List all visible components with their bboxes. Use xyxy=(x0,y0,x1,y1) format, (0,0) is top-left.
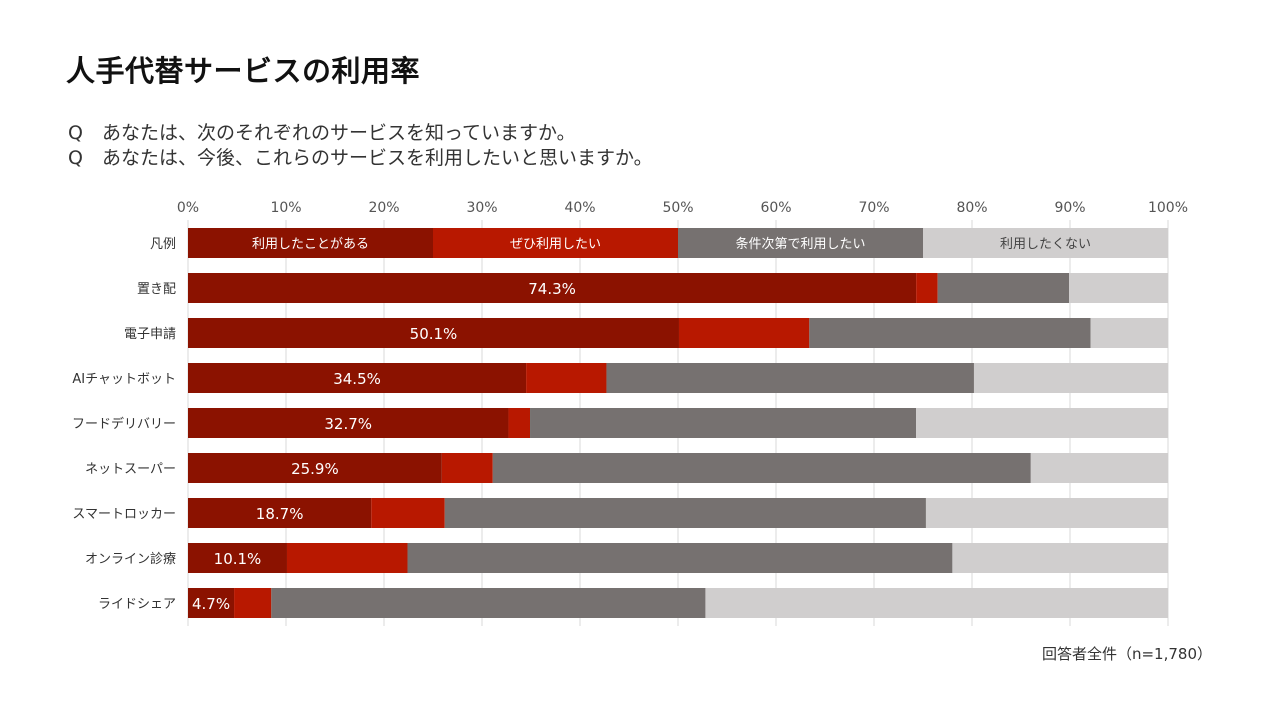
bar-segment xyxy=(188,408,509,438)
data-label: 32.7% xyxy=(324,415,372,433)
data-label: 50.1% xyxy=(410,325,458,343)
bar-segment xyxy=(508,408,531,438)
category-label: 置き配 xyxy=(137,282,176,297)
x-tick-label: 40% xyxy=(564,200,595,216)
legend-row-label: 凡例 xyxy=(150,237,176,252)
x-tick-label: 100% xyxy=(1148,200,1188,216)
bar-segment xyxy=(286,543,408,573)
bar-segment xyxy=(371,498,445,528)
bar-segment xyxy=(234,588,272,618)
category-label: 電子申請 xyxy=(124,327,176,342)
bar-segment xyxy=(188,363,527,393)
bar-segment xyxy=(271,588,706,618)
bar-segment xyxy=(809,318,1091,348)
bar-segment xyxy=(678,318,810,348)
category-label: ネットスーパー xyxy=(85,462,176,477)
bar-segment xyxy=(1069,273,1168,303)
question-2: Q あなたは、今後、これらのサービスを利用したいと思いますか。 xyxy=(68,147,653,169)
bar-segment xyxy=(530,408,917,438)
bar-segment xyxy=(937,273,1070,303)
x-tick-label: 0% xyxy=(177,200,199,216)
bar-segment xyxy=(925,498,1168,528)
bar-segment xyxy=(188,498,372,528)
data-label: 10.1% xyxy=(214,550,262,568)
legend-entry: ぜひ利用したい xyxy=(510,237,601,252)
category-label: AIチャットボット xyxy=(72,372,176,387)
bar-segment xyxy=(188,588,235,618)
bar-segment xyxy=(916,273,938,303)
bar-segment xyxy=(188,273,917,303)
bar-segment xyxy=(705,588,1168,618)
category-label: オンライン診療 xyxy=(85,551,176,567)
bar-segment xyxy=(526,363,607,393)
category-label: フードデリバリー xyxy=(72,416,176,432)
legend-swatch xyxy=(188,228,433,258)
legend-entry: 条件次第で利用したい xyxy=(735,236,865,252)
bar-segment xyxy=(188,543,287,573)
category-label: ライドシェア xyxy=(98,597,176,612)
bar-segment xyxy=(407,543,953,573)
data-label: 18.7% xyxy=(256,505,304,523)
legend-entry: 利用したことがある xyxy=(252,237,369,252)
bar-segment xyxy=(188,453,442,483)
x-tick-label: 10% xyxy=(270,200,301,216)
bar-segment xyxy=(1090,318,1168,348)
bar-segment xyxy=(606,363,974,393)
bar-segment xyxy=(916,408,1168,438)
data-label: 4.7% xyxy=(192,595,230,613)
bar-segment xyxy=(492,453,1031,483)
footnote: 回答者全件（n=1,780） xyxy=(1041,645,1212,663)
data-label: 34.5% xyxy=(333,370,381,388)
legend-swatch xyxy=(923,228,1168,258)
data-label: 74.3% xyxy=(528,280,576,298)
x-tick-label: 20% xyxy=(368,200,399,216)
legend-swatch xyxy=(433,228,678,258)
bar-segment xyxy=(973,363,1168,393)
question-1: Q あなたは、次のそれぞれのサービスを知っていますか。 xyxy=(68,122,576,144)
x-tick-label: 50% xyxy=(662,200,693,216)
x-tick-label: 60% xyxy=(760,200,791,216)
bar-segment xyxy=(1030,453,1168,483)
bar-segment xyxy=(952,543,1168,573)
legend-entry: 利用したくない xyxy=(1000,237,1091,252)
bar-segment xyxy=(441,453,493,483)
x-tick-label: 30% xyxy=(466,200,497,216)
bar-segment xyxy=(188,318,679,348)
bar-segment xyxy=(444,498,926,528)
data-label: 25.9% xyxy=(291,460,339,478)
x-tick-label: 90% xyxy=(1054,200,1085,216)
legend-swatch xyxy=(678,228,923,258)
x-tick-label: 70% xyxy=(858,200,889,216)
x-tick-label: 80% xyxy=(956,200,987,216)
category-label: スマートロッカー xyxy=(72,507,176,522)
page-title: 人手代替サービスの利用率 xyxy=(66,54,421,88)
